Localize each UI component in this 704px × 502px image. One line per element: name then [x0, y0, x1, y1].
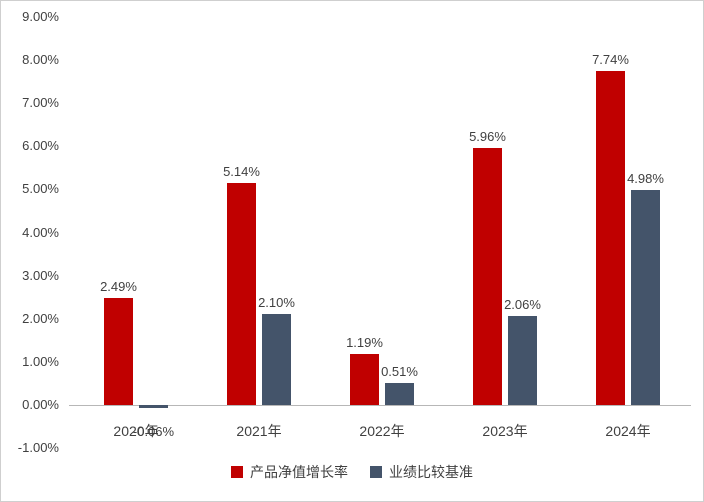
bar-value-label: 4.98% — [627, 171, 664, 187]
legend-label-benchmark: 业绩比较基准 — [389, 464, 473, 480]
chart-legend: 产品净值增长率 业绩比较基准 — [1, 462, 703, 482]
y-axis-tick-label: 1.00% — [22, 353, 59, 369]
bar-value-label: 2.10% — [258, 295, 295, 311]
y-axis-tick-label: 7.00% — [22, 95, 59, 111]
bar-value-label: 5.96% — [469, 129, 506, 145]
y-axis-tick-label: 3.00% — [22, 267, 59, 283]
y-axis-tick-label: 4.00% — [22, 224, 59, 240]
bar-net-value-growth — [104, 297, 133, 405]
legend-item-benchmark: 业绩比较基准 — [370, 462, 473, 482]
x-axis-category-label: 2021年 — [236, 423, 282, 439]
x-axis-category-label: 2023年 — [482, 423, 528, 439]
bar-value-label: 7.74% — [592, 52, 629, 68]
bar-net-value-growth — [227, 183, 256, 405]
x-axis-category-label: 2020年 — [113, 423, 159, 439]
y-axis-tick-label: 0.00% — [22, 397, 59, 412]
bar-value-label: 2.49% — [100, 278, 137, 294]
bar-net-value-growth — [350, 353, 379, 405]
x-axis-line — [69, 405, 691, 406]
y-axis-tick-label: 5.00% — [22, 181, 59, 197]
legend-label-net-value-growth: 产品净值增长率 — [250, 464, 348, 480]
y-axis-tick-label: 2.00% — [22, 310, 59, 326]
y-axis-tick-label: 8.00% — [22, 52, 59, 68]
y-axis-tick-label: 9.00% — [22, 9, 59, 24]
bar-value-label: 0.51% — [381, 364, 418, 379]
bar-benchmark — [262, 314, 291, 405]
y-axis-tick-label: 6.00% — [22, 138, 59, 154]
bar-net-value-growth — [473, 148, 502, 405]
bar-value-label: 5.14% — [223, 164, 260, 180]
legend-swatch-red — [231, 466, 243, 478]
bar-benchmark — [631, 190, 660, 405]
bar-value-label: 2.06% — [504, 297, 541, 313]
y-axis-tick-label: -1.00% — [17, 440, 59, 456]
x-axis-category-label: 2024年 — [605, 423, 651, 439]
bar-net-value-growth — [596, 71, 625, 405]
bar-benchmark — [139, 405, 168, 408]
bar-benchmark — [508, 316, 537, 405]
bar-benchmark — [385, 383, 414, 405]
bar-value-label: -0.06% — [132, 423, 175, 439]
x-axis-category-label: 2022年 — [359, 423, 405, 439]
bar-value-label: 1.19% — [346, 334, 383, 350]
legend-swatch-slate — [370, 466, 382, 478]
legend-item-net-value-growth: 产品净值增长率 — [231, 462, 348, 482]
